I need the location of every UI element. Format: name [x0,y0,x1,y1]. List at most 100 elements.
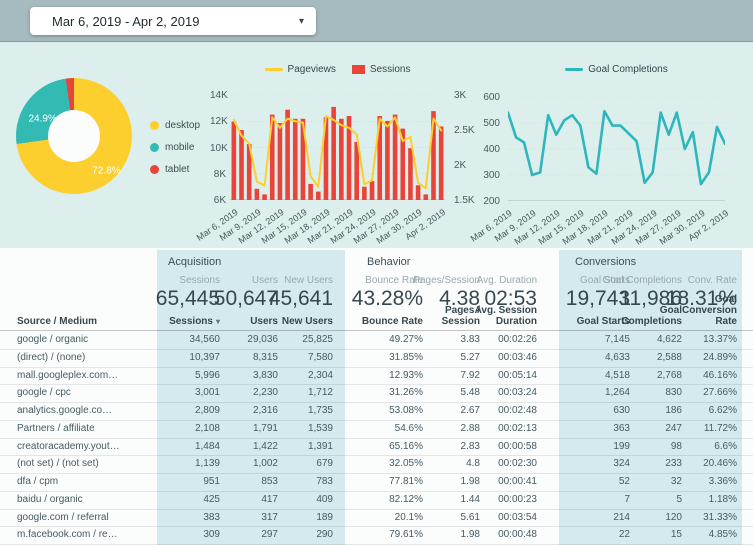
cell-value: 54.6% [345,421,427,438]
tick-label: 400 [480,144,500,155]
cell-value: 324 [547,456,635,473]
cell-value: 679 [283,456,345,473]
table-row[interactable]: google.com / referral38331718920.1%5.610… [0,510,753,528]
tick-label: 1.5K [454,195,480,206]
cell-value: 10,397 [157,350,225,367]
cell-value: 2,316 [225,403,283,420]
table-row[interactable]: google / organic34,56029,03625,82549.27%… [0,332,753,350]
cell-value: 1,391 [283,439,345,456]
table-body: google / organic34,56029,03625,82549.27%… [0,332,753,545]
goal-y-axis: 600500400300200 [480,97,500,201]
cell-value: 1.98 [427,474,491,491]
header-sessions[interactable]: Sessions▾ [169,316,220,327]
cell-value: 3.83 [427,332,491,349]
header-goal-conv-rate[interactable]: Goal Conversion Rate [682,294,737,327]
cell-value: 27.66% [687,385,753,402]
legend-label: mobile [165,142,194,153]
legend-label: desktop [165,120,200,131]
table-row[interactable]: (not set) / (not set)1,1391,00267932.05%… [0,456,753,474]
cell-value: 24.89% [687,350,753,367]
cell-value: 1,712 [283,385,345,402]
tablet-dot-icon [150,165,159,174]
cell-value: 20.46% [687,456,753,473]
goal-plot[interactable] [508,97,725,201]
cell-value: 34,560 [157,332,225,349]
legend-label: tablet [165,164,189,175]
cell-value: 2.88 [427,421,491,438]
cell-value: 1.98 [427,527,491,544]
cell-value: 2,588 [635,350,687,367]
cell-value: 7,580 [283,350,345,367]
metric-label: Avg. Duration [477,274,537,287]
cell-value: 00:03:46 [491,350,547,367]
goal-x-axis: Mar 6, 2019Mar 9, 2019Mar 12, 2019Mar 15… [508,206,725,250]
date-range-selector[interactable]: Mar 6, 2019 - Apr 2, 2019 ▾ [30,7,316,35]
cell-value: 3.36% [687,474,753,491]
header-session-duration[interactable]: Avg. Session Duration [475,305,537,327]
cell-value: 1,735 [283,403,345,420]
cell-value: 4,622 [635,332,687,349]
cell-source-medium: m.facebook.com / re… [0,527,157,544]
cell-value: 79.61% [345,527,427,544]
cell-value: 630 [547,403,635,420]
tick-label: 3K [454,90,480,101]
cell-value: 22 [547,527,635,544]
cell-value: 7,145 [547,332,635,349]
table-row[interactable]: m.facebook.com / re…30929729079.61%1.980… [0,527,753,545]
combo-plot[interactable] [230,95,445,200]
summary-section: Acquisition Behavior Conversions Session… [0,248,753,545]
cell-value: 11.72% [687,421,753,438]
table-row[interactable]: analytics.google.co…2,8092,3161,73553.08… [0,403,753,421]
cell-value: 409 [283,492,345,509]
analytics-dashboard: Mar 6, 2019 - Apr 2, 2019 ▾ 72.8% 24.9% … [0,0,753,545]
cell-value: 830 [635,385,687,402]
cell-value: 233 [635,456,687,473]
header-users[interactable]: Users [250,316,278,327]
cell-value: 363 [547,421,635,438]
cell-value: 1,139 [157,456,225,473]
cell-value: 1.18% [687,492,753,509]
cell-value: 6.6% [687,439,753,456]
cell-value: 00:02:48 [491,403,547,420]
table-row[interactable]: dfa / cpm95185378377.81%1.9800:00:415232… [0,474,753,492]
header-source-medium[interactable]: Source / Medium [17,316,97,327]
goal-chart-legend: Goal Completions [508,64,725,75]
header-new-users[interactable]: New Users [282,316,333,327]
cell-value: 1,791 [225,421,283,438]
legend-label: Pageviews [288,64,336,75]
combo-chart-legend: Pageviews Sessions [230,64,445,75]
cell-value: 31.33% [687,510,753,527]
table-row[interactable]: creatoracademy.yout…1,4841,4221,39165.16… [0,439,753,457]
tick-label: 600 [480,92,500,103]
cell-value: 2,304 [283,368,345,385]
cell-value: 7 [547,492,635,509]
cell-value: 853 [225,474,283,491]
header-bounce-rate[interactable]: Bounce Rate [362,316,423,327]
metric-label: Pages/Session [413,274,480,287]
cell-value: 29,036 [225,332,283,349]
header-goal-completions[interactable]: Goal Completions [621,305,682,327]
table-row[interactable]: mall.googleplex.com…5,9963,8302,30412.93… [0,368,753,386]
tick-label: 300 [480,170,500,181]
goal-line-icon [565,68,583,71]
donut-hole [48,110,100,162]
cell-value: 53.08% [345,403,427,420]
table-row[interactable]: (direct) / (none)10,3978,3157,58031.85%5… [0,350,753,368]
cell-value: 5.48 [427,385,491,402]
legend-item-desktop: desktop [150,120,200,131]
cell-value: 1,002 [225,456,283,473]
cell-value: 00:02:30 [491,456,547,473]
cell-value: 00:00:58 [491,439,547,456]
table-row[interactable]: baidu / organic42541740982.12%1.4400:00:… [0,492,753,510]
cell-value: 317 [225,510,283,527]
tick-label: 500 [480,118,500,129]
table-row[interactable]: Partners / affiliate2,1081,7911,53954.6%… [0,421,753,439]
cell-value: 214 [547,510,635,527]
table-row[interactable]: google / cpc3,0012,2301,71231.26%5.4800:… [0,385,753,403]
cell-value: 20.1% [345,510,427,527]
device-donut-chart[interactable]: 72.8% 24.9% [16,78,132,194]
goal-completions-line [508,111,725,184]
cell-value: 297 [225,527,283,544]
cell-source-medium: creatoracademy.yout… [0,439,157,456]
tick-label: 8K [210,169,226,180]
